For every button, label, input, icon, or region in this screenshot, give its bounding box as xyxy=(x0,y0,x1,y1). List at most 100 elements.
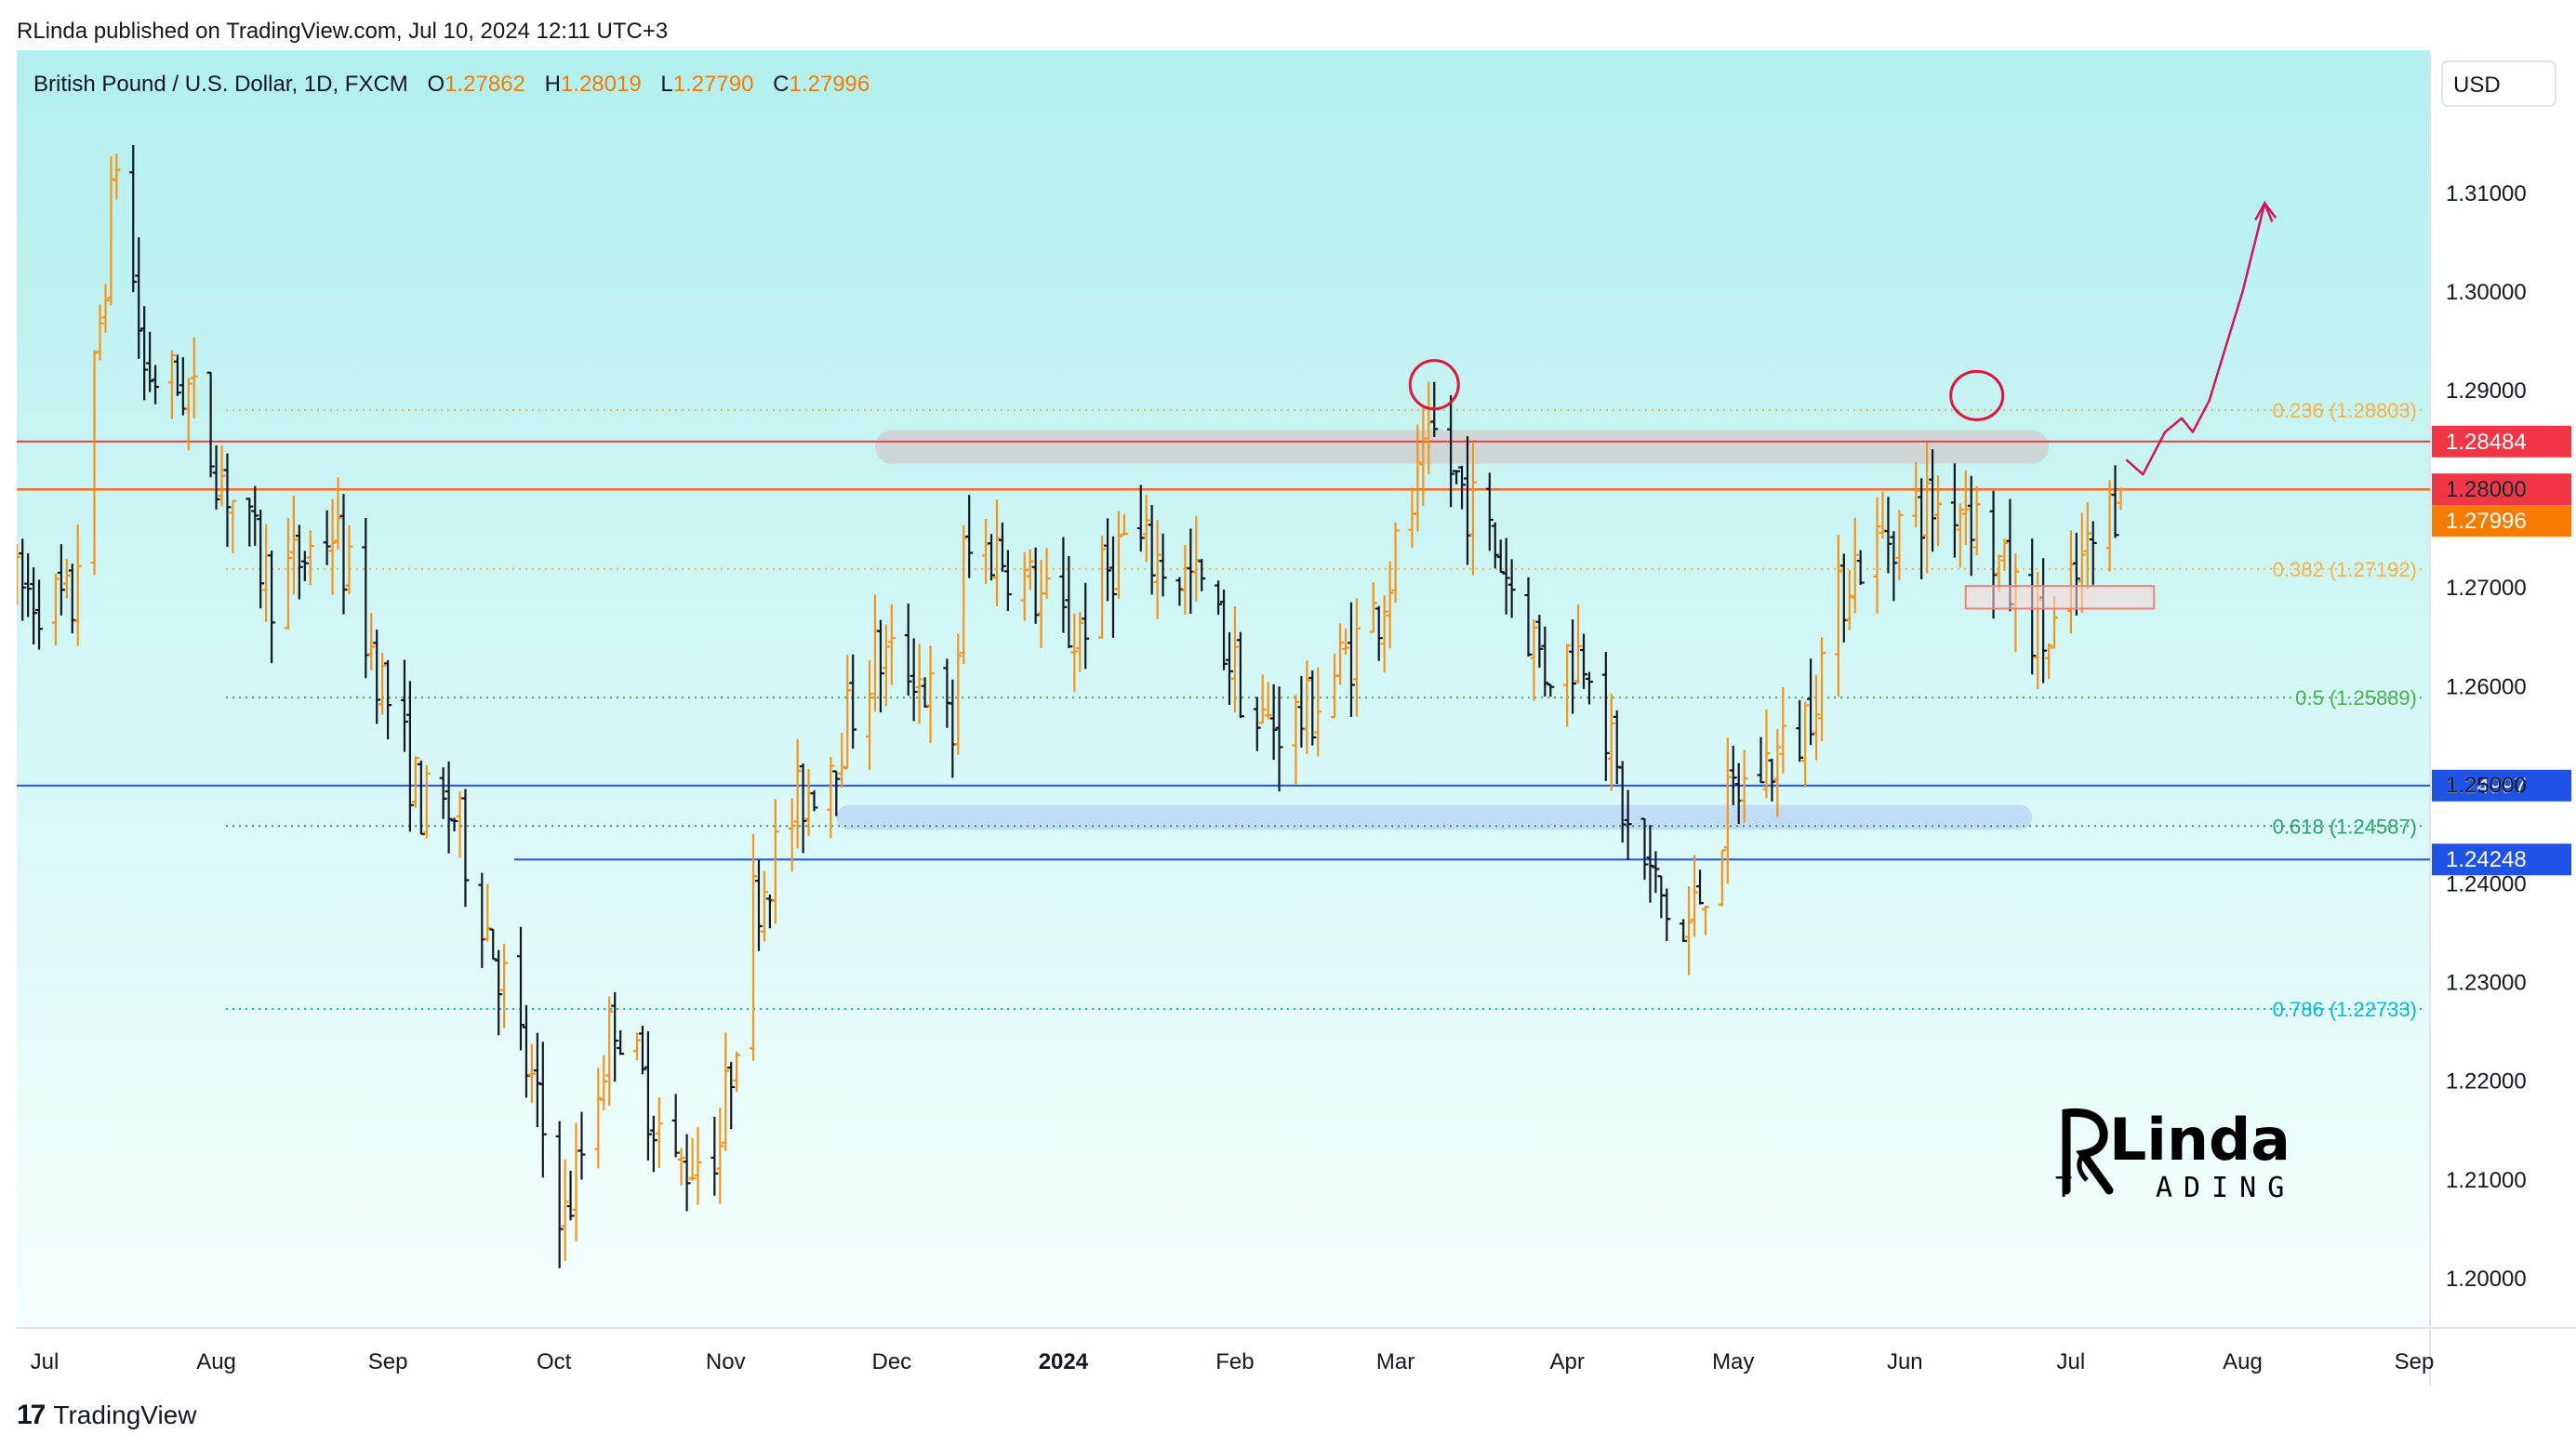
plot-background xyxy=(17,50,2430,1328)
drawings-layer xyxy=(1408,200,2277,610)
time-tick-label: Aug xyxy=(2223,1349,2263,1374)
ohlc-bar xyxy=(400,659,408,752)
ohlc-bar xyxy=(1967,475,1975,577)
ohlc-bar xyxy=(677,1148,685,1186)
ohlc-bar xyxy=(495,949,503,1036)
ohlc-bar xyxy=(555,1121,564,1268)
ohlc-bar xyxy=(1136,485,1145,552)
svg-text:Linda: Linda xyxy=(2109,1106,2291,1174)
ohlc-bar xyxy=(1585,671,1593,705)
svg-text:ADING: ADING xyxy=(2156,1172,2295,1204)
currency-button[interactable]: USD xyxy=(2441,60,2556,107)
ohlc-bar xyxy=(1026,549,1034,591)
price-badge xyxy=(2432,473,2571,506)
ohlc-bar xyxy=(1812,674,1821,761)
ohlc-bar xyxy=(1740,750,1748,823)
ohlc-bar xyxy=(1884,497,1892,574)
ohlc-bar xyxy=(57,544,65,616)
time-axis[interactable]: Jul Aug Sep Oct Nov Dec 2024 Feb Mar Apr May Jun Jul… xyxy=(31,1349,2435,1374)
ohlc-bar xyxy=(1773,728,1782,817)
ohlc-bar xyxy=(915,644,923,724)
ohlc-bar xyxy=(611,991,619,1082)
ohlc-bar xyxy=(1220,590,1228,670)
highlight-circle-march xyxy=(1408,359,1460,411)
ohlc-bar xyxy=(1153,520,1162,620)
ohlc-bar xyxy=(810,790,818,812)
ohlc-bar xyxy=(1950,463,1959,558)
resistance-zone xyxy=(874,430,2050,464)
ohlc-bar xyxy=(30,567,38,644)
ohlc-bar xyxy=(887,604,896,685)
ohlc-bar xyxy=(1652,851,1660,894)
published-by-text: RLinda published on TradingView.com, Jul… xyxy=(17,19,669,44)
ohlc-bar xyxy=(838,732,846,788)
ohlc-bar xyxy=(405,681,414,832)
ohlc-bar xyxy=(1120,513,1128,536)
legend-high-value: 1.28019 xyxy=(561,72,642,97)
ohlc-bar xyxy=(1696,870,1705,905)
fib-level-label: 0.786 (1.22733) xyxy=(2273,998,2417,1021)
ohlc-bar xyxy=(62,559,71,599)
ohlc-bar xyxy=(793,738,802,849)
ohlc-bar xyxy=(289,495,298,595)
legend-open-label: O xyxy=(427,72,445,97)
ohlc-bar xyxy=(2111,465,2119,538)
price-chart[interactable]: 0.236 (1.28803) 0.382 (1.27192) 0.5 (1.258… xyxy=(17,50,2576,1386)
time-tick-label: 2024 xyxy=(1039,1349,1089,1374)
ohlc-bar xyxy=(965,495,974,578)
price-axis-background[interactable] xyxy=(2430,50,2576,1328)
ohlc-bar xyxy=(1192,516,1201,602)
ohlc-bar xyxy=(1807,658,1815,746)
support-zone xyxy=(836,804,2033,830)
ohlc-bar xyxy=(1386,561,1394,649)
ohlc-bar xyxy=(733,1051,741,1093)
ohlc-bar xyxy=(538,1042,547,1178)
ohlc-bar xyxy=(1275,686,1283,792)
ohlc-bar xyxy=(722,1032,730,1151)
ohlc-bar xyxy=(727,1062,736,1130)
ohlc-bar xyxy=(1929,449,1937,552)
ohlc-bar xyxy=(1818,637,1826,741)
ohlc-bar xyxy=(1419,405,1427,507)
ohlc-bar xyxy=(649,1115,657,1173)
price-tick-label: 1.24000 xyxy=(2446,872,2527,897)
ohlc-bar xyxy=(1680,919,1688,942)
publication-header: RLinda published on TradingView.com, Jul… xyxy=(17,6,668,58)
ohlc-legend: British Pound / U.S. Dollar, 1D, FXCM O1… xyxy=(33,72,870,97)
tradingview-footer[interactable]: 17 TradingView xyxy=(17,1395,196,1436)
ohlc-bar xyxy=(1468,441,1477,576)
ohlc-bar xyxy=(1640,817,1649,880)
ohlc-bar xyxy=(694,1126,702,1205)
price-tick-label: 1.28000 xyxy=(2446,477,2527,502)
ohlc-bar xyxy=(339,494,348,615)
ohlc-bar xyxy=(1691,855,1699,937)
ohlc-bar xyxy=(107,156,115,306)
price-badge xyxy=(2432,505,2571,538)
ohlc-bar xyxy=(2089,521,2097,585)
ohlc-bar xyxy=(876,619,884,713)
ohlc-bar xyxy=(152,365,160,405)
ohlc-bar xyxy=(306,530,314,586)
price-tick-label: 1.20000 xyxy=(2446,1267,2527,1292)
ohlc-bar xyxy=(129,144,138,293)
ohlc-bar xyxy=(594,1068,603,1169)
svg-text:British Pound / U.S. Dollar, 1: British Pound / U.S. Dollar, 1D, FXCM O1… xyxy=(33,72,870,97)
ohlc-bar xyxy=(1507,559,1516,618)
ohlc-bar xyxy=(1779,687,1787,774)
ohlc-bar xyxy=(1253,697,1261,751)
chart-frame[interactable]: 0.236 (1.28803) 0.382 (1.27192) 0.5 (1.258… xyxy=(17,50,2576,1386)
ohlc-bar xyxy=(843,655,852,770)
ohlc-bar xyxy=(206,371,215,478)
ohlc-bar xyxy=(173,354,181,396)
time-axis-background[interactable] xyxy=(17,1328,2576,1386)
ohlc-bar xyxy=(101,284,110,333)
ohlc-bar xyxy=(1031,547,1040,624)
tradingview-brand: TradingView xyxy=(53,1401,197,1429)
ohlc-bar xyxy=(1718,849,1726,907)
ohlc-bar xyxy=(1496,539,1505,574)
consolidation-box xyxy=(1964,585,2156,610)
ohlc-bar xyxy=(1109,536,1117,638)
ohlc-bar xyxy=(484,883,492,942)
price-axis[interactable]: 1.20000 1.21000 1.22000 1.23000 1.24000 1.250… xyxy=(2446,181,2527,1292)
ohlc-bar xyxy=(1347,602,1355,717)
